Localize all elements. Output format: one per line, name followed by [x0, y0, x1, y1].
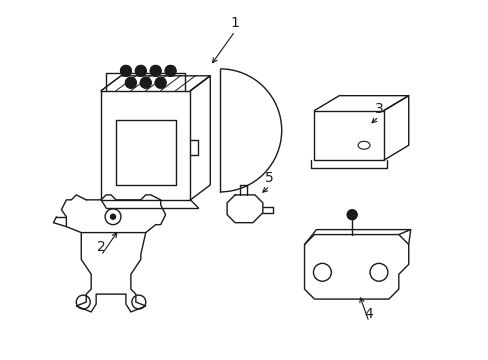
Circle shape [346, 210, 356, 220]
Text: 5: 5 [265, 171, 274, 185]
Ellipse shape [357, 141, 369, 149]
Circle shape [140, 77, 151, 88]
Circle shape [135, 66, 146, 76]
Text: 1: 1 [230, 16, 239, 30]
Text: 2: 2 [97, 240, 105, 255]
Circle shape [165, 66, 176, 76]
Text: 3: 3 [374, 102, 383, 116]
Circle shape [125, 77, 136, 88]
Circle shape [110, 214, 115, 219]
Text: 4: 4 [364, 307, 373, 321]
Circle shape [155, 77, 166, 88]
Circle shape [150, 66, 161, 76]
Circle shape [120, 66, 131, 76]
